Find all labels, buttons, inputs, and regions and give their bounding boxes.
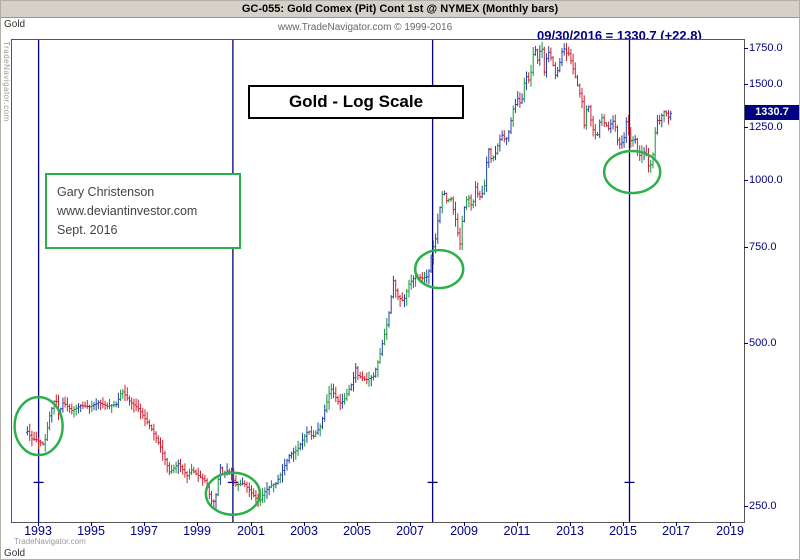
low-circle-annotation[interactable] bbox=[602, 149, 662, 195]
credit-line-site: www.deviantinvestor.com bbox=[57, 203, 198, 218]
credit-annotation[interactable]: Gary Christenson www.deviantinvestor.com… bbox=[45, 173, 241, 250]
x-axis-tick bbox=[623, 522, 624, 526]
x-axis-label: 2007 bbox=[396, 524, 424, 538]
y-axis-label: 750.0 bbox=[749, 241, 777, 253]
x-axis-label: 2011 bbox=[503, 524, 531, 538]
x-axis-label: 2005 bbox=[343, 524, 371, 538]
x-axis-tick bbox=[464, 522, 465, 526]
low-circles bbox=[13, 149, 662, 516]
site-watermark-top: www.TradeNavigator.com © 1999-2016 bbox=[277, 22, 453, 33]
ohlc-bars bbox=[26, 41, 672, 510]
y-axis-tick bbox=[744, 48, 748, 49]
low-circle-annotation[interactable] bbox=[13, 395, 64, 457]
x-axis-label: 2003 bbox=[290, 524, 318, 538]
y-axis-tick bbox=[744, 127, 748, 128]
y-axis-tick bbox=[744, 247, 748, 248]
low-circle-annotation[interactable] bbox=[413, 248, 465, 290]
x-axis-label: 2017 bbox=[662, 524, 690, 538]
price-chart-plot[interactable] bbox=[11, 39, 745, 523]
x-axis-tick bbox=[38, 522, 39, 526]
y-axis-tick bbox=[744, 180, 748, 181]
cycle-lines bbox=[33, 40, 635, 522]
x-axis-tick bbox=[251, 522, 252, 526]
x-axis-tick bbox=[676, 522, 677, 526]
x-axis-label: 2019 bbox=[716, 524, 744, 538]
y-axis-tick bbox=[744, 343, 748, 344]
x-axis-label: 1999 bbox=[183, 524, 211, 538]
x-axis-tick bbox=[357, 522, 358, 526]
y-axis-tick bbox=[744, 506, 748, 507]
x-axis-label: 2015 bbox=[609, 524, 637, 538]
log-scale-annotation[interactable]: Gold - Log Scale bbox=[248, 85, 464, 119]
credit-line-name: Gary Christenson bbox=[57, 185, 155, 199]
x-axis-tick bbox=[570, 522, 571, 526]
low-circle-annotation[interactable] bbox=[204, 471, 262, 516]
x-axis-tick bbox=[304, 522, 305, 526]
x-axis-tick bbox=[144, 522, 145, 526]
site-watermark-bottom: TradeNavigator.com bbox=[14, 537, 86, 546]
y-axis-label: 1500.0 bbox=[749, 78, 783, 90]
symbol-label-bottom: Gold bbox=[4, 548, 26, 559]
y-axis-tick bbox=[744, 84, 748, 85]
x-axis-label: 2013 bbox=[556, 524, 584, 538]
last-price-tag: 1330.7 bbox=[745, 105, 799, 120]
x-axis-label: 1995 bbox=[77, 524, 105, 538]
window-title[interactable]: GC-055: Gold Comex (Pit) Cont 1st @ NYME… bbox=[1, 1, 799, 18]
x-axis-label: 2001 bbox=[237, 524, 265, 538]
y-axis-label: 1750.0 bbox=[749, 42, 783, 54]
y-axis-label: 500.0 bbox=[749, 337, 777, 349]
symbol-label-top: Gold bbox=[4, 19, 26, 30]
x-axis-tick bbox=[197, 522, 198, 526]
y-axis-label: 1250.0 bbox=[749, 121, 783, 133]
x-axis-tick bbox=[410, 522, 411, 526]
x-axis-tick bbox=[730, 522, 731, 526]
credit-line-date: Sept. 2016 bbox=[57, 222, 118, 237]
x-axis-label: 1993 bbox=[24, 524, 52, 538]
price-chart-svg bbox=[13, 40, 672, 522]
x-axis-label: 2009 bbox=[450, 524, 478, 538]
site-watermark-left: TradeNavigator.com bbox=[2, 41, 11, 122]
y-axis-label: 250.0 bbox=[749, 500, 777, 512]
x-axis-label: 1997 bbox=[130, 524, 158, 538]
x-axis-tick bbox=[91, 522, 92, 526]
y-axis-label: 1000.0 bbox=[749, 174, 783, 186]
x-axis-tick bbox=[517, 522, 518, 526]
